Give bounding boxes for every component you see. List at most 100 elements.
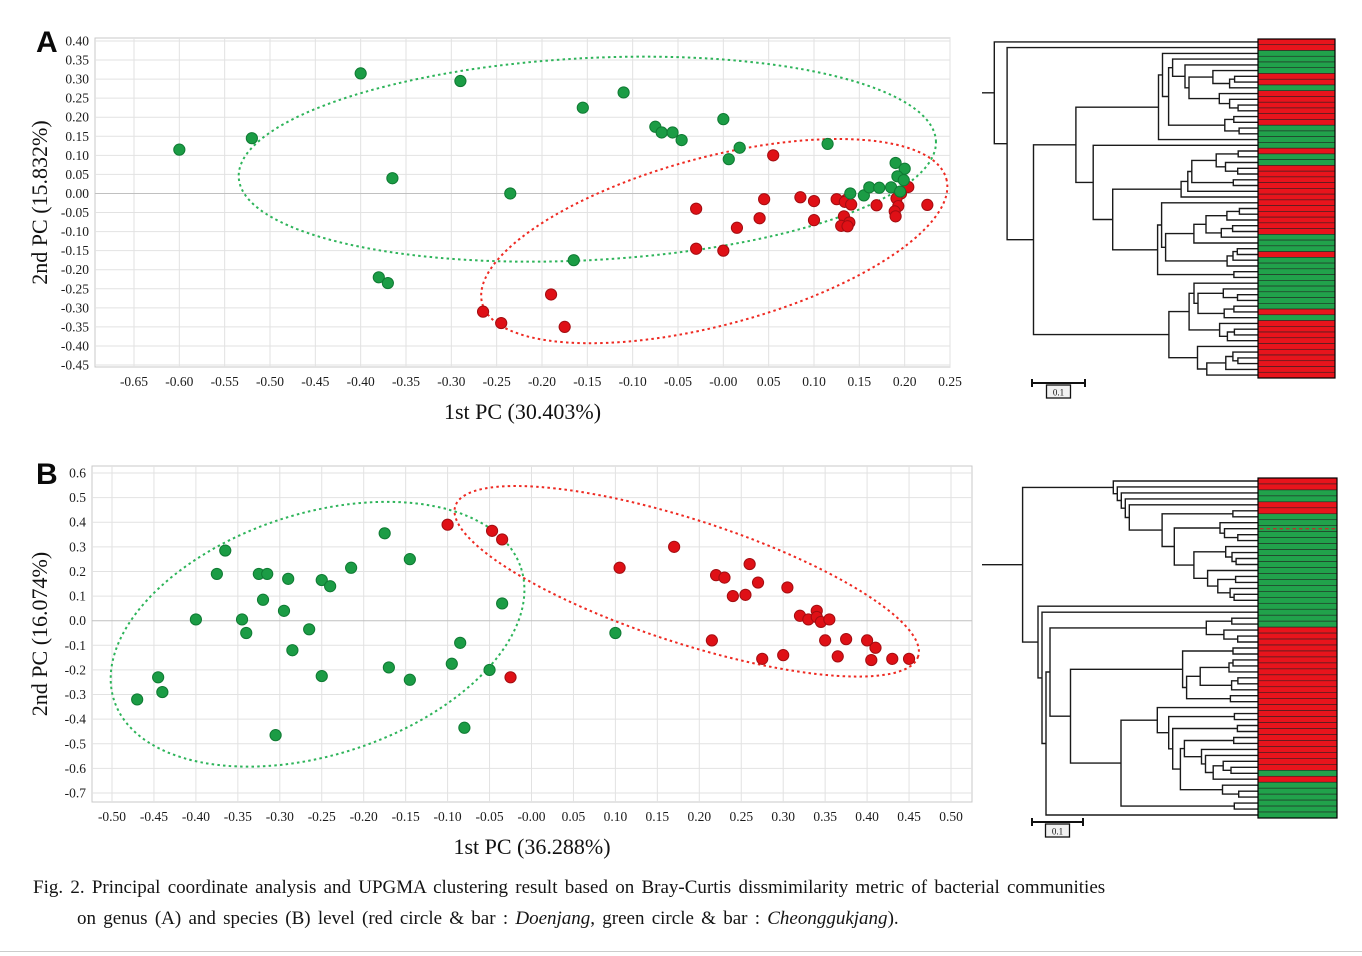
cheonggukjang-bar-row: [1257, 591, 1338, 598]
y-axis-title: 2nd PC (15.832%): [27, 120, 52, 284]
data-point: [894, 185, 907, 198]
data-point: [889, 156, 902, 170]
data-point: [189, 613, 202, 626]
cheonggukjang-bar-row: [1257, 608, 1338, 616]
data-point: [496, 533, 509, 546]
panel-B-green-points: [131, 527, 622, 742]
doenjang-bar-row: [1257, 113, 1336, 120]
data-point: [576, 101, 589, 114]
doenjang-bar-row: [1257, 650, 1338, 658]
svg-text:-0.6: -0.6: [65, 761, 87, 776]
doenjang-bar-row: [1257, 740, 1338, 747]
svg-text:0.40: 0.40: [65, 34, 89, 49]
svg-text:-0.40: -0.40: [347, 374, 375, 389]
svg-text:0.05: 0.05: [65, 167, 89, 182]
cheonggukjang-bar-row: [1257, 142, 1336, 149]
y-tick-labels: 0.6 0.5 0.4 0.3 0.2 0.1 0.0 -0.1 -0.2 -0.3 -0.4 -0.…: [65, 466, 87, 801]
data-point: [315, 669, 328, 683]
caption-italic-cheonggukjang: Cheonggukjang: [767, 908, 888, 929]
svg-text:0.25: 0.25: [938, 374, 962, 389]
data-point: [705, 634, 718, 647]
svg-text:-0.1: -0.1: [65, 638, 86, 653]
data-point: [807, 214, 821, 227]
doenjang-bar-row: [1257, 371, 1336, 379]
data-point: [718, 571, 731, 584]
data-point: [743, 557, 756, 571]
cheonggukjang-bar-row: [1257, 537, 1338, 544]
cheonggukjang-bar-row: [1257, 811, 1338, 819]
doenjang-bar-row: [1257, 728, 1338, 735]
red-cluster-ellipse: [453, 485, 920, 678]
doenjang-bar-row: [1257, 656, 1338, 664]
data-point: [873, 181, 886, 194]
data-point: [609, 626, 622, 640]
svg-text:0.05: 0.05: [562, 809, 586, 824]
doenjang-bar-row: [1257, 119, 1336, 126]
data-point: [382, 661, 395, 674]
data-point: [758, 193, 771, 206]
scale-bar: 0.1: [1031, 379, 1086, 399]
data-point: [794, 191, 807, 204]
svg-text:-0.15: -0.15: [61, 243, 89, 258]
x-tick-labels: -0.65 -0.60 -0.55 -0.50 -0.45 -0.40 -0.35 -0.30…: [120, 374, 962, 389]
svg-text:0.30: 0.30: [771, 809, 795, 824]
doenjang-bar-row: [1257, 193, 1336, 201]
caption-text: on genus (A) and species (B) level (red …: [77, 908, 516, 929]
x-axis-title: 1st PC (36.288%): [453, 834, 610, 859]
data-point: [668, 540, 681, 553]
svg-text:0.25: 0.25: [729, 809, 753, 824]
cheonggukjang-bar-row: [1257, 793, 1338, 801]
doenjang-bar-row: [1257, 96, 1336, 103]
scale-bar-label: 0.1: [1053, 388, 1064, 398]
svg-text:-0.3: -0.3: [65, 687, 87, 702]
doenjang-bar-row: [1257, 507, 1338, 515]
svg-text:-0.10: -0.10: [434, 809, 462, 824]
cheonggukjang-bar-row: [1257, 597, 1338, 604]
svg-text:-0.15: -0.15: [573, 374, 601, 389]
svg-text:-0.35: -0.35: [392, 374, 420, 389]
svg-text:-0.30: -0.30: [266, 809, 294, 824]
panel-b-scatter-plot: -0.50 -0.45 -0.40 -0.35 -0.30 -0.25 -0.20 -0.15…: [27, 465, 973, 859]
data-point: [844, 187, 857, 200]
data-point: [269, 729, 282, 742]
data-point: [303, 623, 316, 636]
data-point: [865, 653, 878, 667]
data-point: [921, 198, 934, 212]
svg-text:0.15: 0.15: [848, 374, 872, 389]
scale-bar: 0.1: [1031, 818, 1084, 838]
doenjang-bar-row: [1257, 44, 1336, 51]
data-point: [441, 518, 454, 531]
data-point: [655, 126, 668, 139]
panel-A-red-points: [476, 149, 934, 333]
doenjang-bar-row: [1257, 348, 1336, 356]
doenjang-bar-row: [1257, 251, 1336, 258]
doenjang-bar-row: [1257, 222, 1336, 229]
svg-text:0.15: 0.15: [646, 809, 670, 824]
svg-text:0.3: 0.3: [69, 539, 86, 554]
panel-B-red-points: [441, 518, 916, 684]
cheonggukjang-bar-row: [1257, 602, 1338, 610]
cluster-ellipses: [237, 55, 949, 345]
doenjang-bar-row: [1257, 320, 1336, 327]
cheonggukjang-bar-row: [1257, 770, 1338, 777]
doenjang-bar-row: [1257, 775, 1338, 783]
data-point: [131, 693, 144, 706]
cheonggukjang-bar-row: [1257, 614, 1338, 622]
cheonggukjang-bar-row: [1257, 620, 1338, 628]
data-point: [617, 86, 630, 99]
data-point: [739, 588, 752, 601]
data-point: [767, 149, 780, 162]
svg-text:-0.15: -0.15: [392, 809, 420, 824]
data-point: [354, 67, 367, 80]
data-point: [403, 553, 416, 566]
y-tick-labels: 0.40 0.35 0.30 0.25 0.20 0.15 0.10 0.05 0.00 -0.0…: [61, 34, 89, 373]
svg-text:-0.05: -0.05: [61, 205, 89, 220]
data-point: [386, 172, 399, 185]
caption-text: , green circle & bar :: [590, 908, 768, 929]
cheonggukjang-bar-row: [1257, 314, 1336, 321]
data-point: [831, 650, 844, 663]
caption-line-1: Fig. 2. Principal coordinate analysis an…: [33, 877, 1106, 898]
doenjang-bar-row: [1257, 73, 1336, 80]
svg-text:-0.7: -0.7: [65, 786, 87, 801]
data-point: [286, 644, 299, 657]
